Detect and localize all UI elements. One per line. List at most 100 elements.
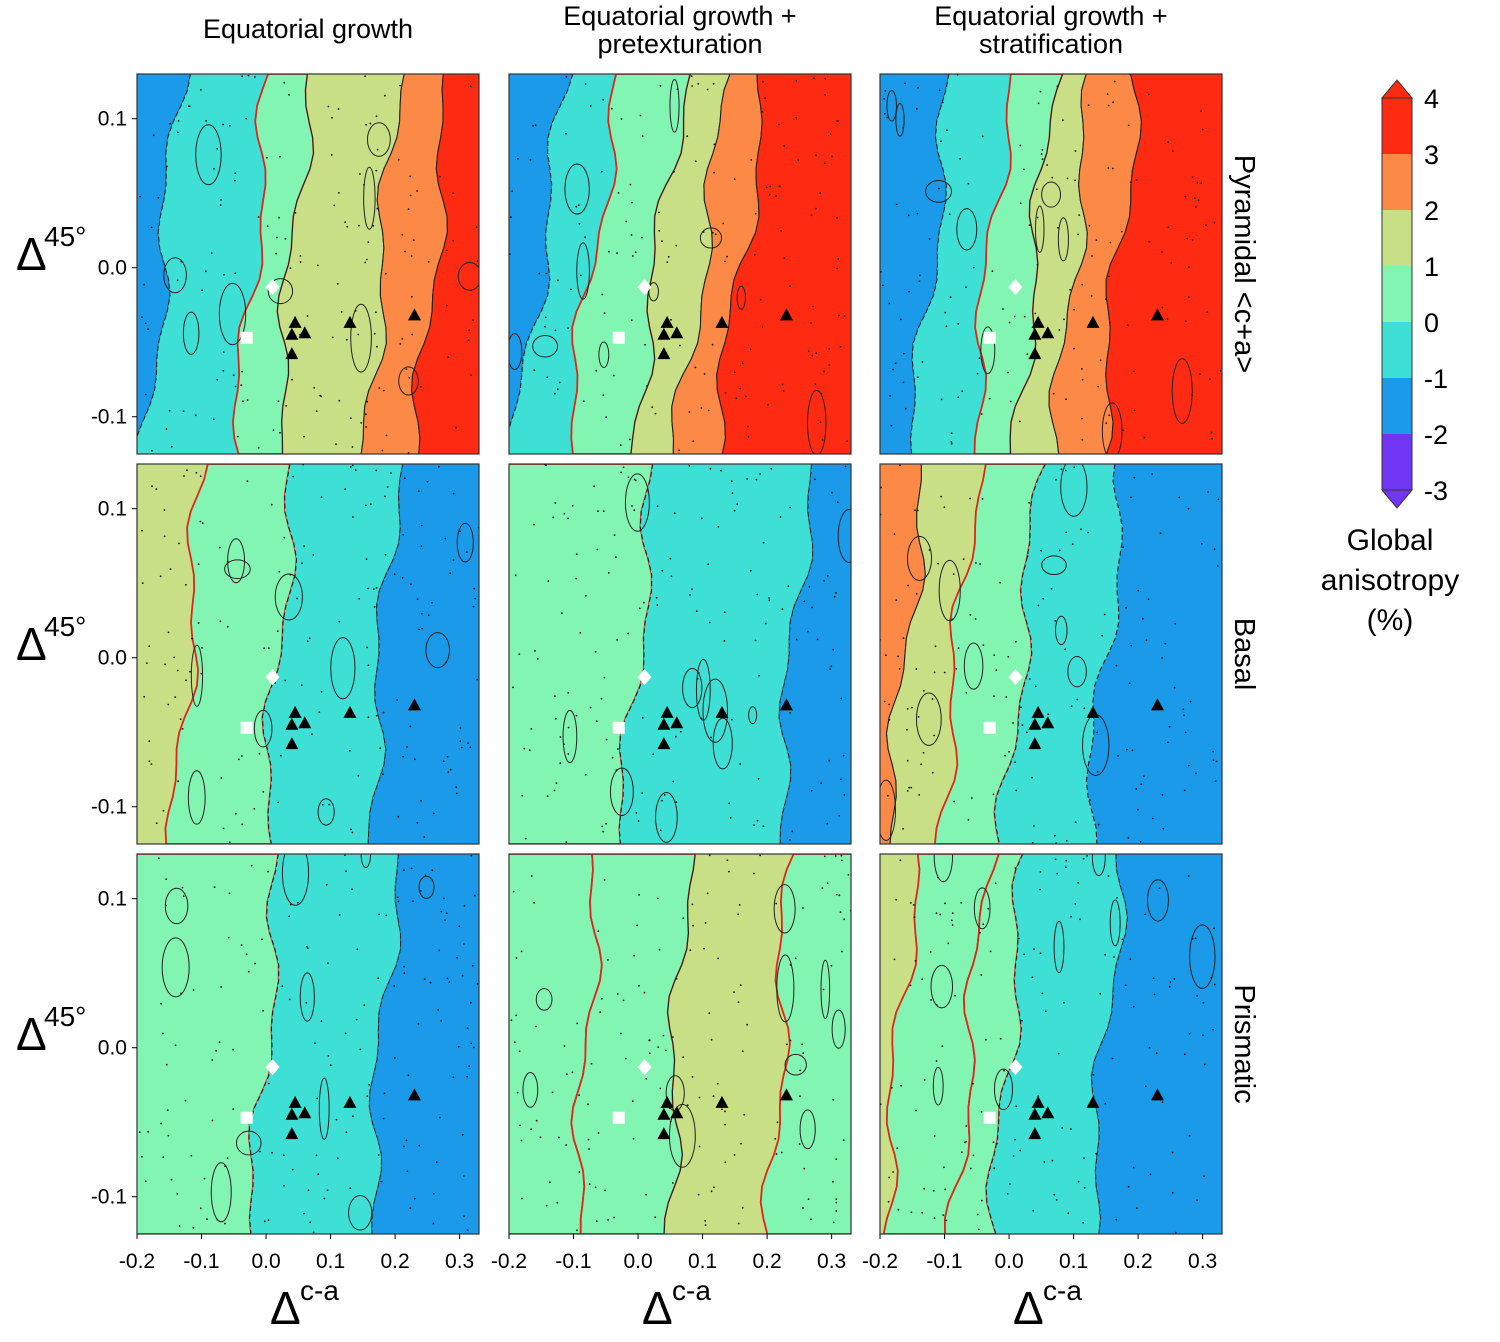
- sample-dot: [358, 597, 361, 600]
- sample-dot: [234, 172, 237, 175]
- sample-dot: [1168, 725, 1171, 728]
- panel-0-1: [509, 74, 851, 454]
- contour-band: [248, 854, 402, 1234]
- sample-dot: [141, 316, 143, 318]
- sample-dot: [595, 720, 598, 723]
- contour-island: [993, 1068, 1014, 1111]
- sample-dot: [1013, 315, 1016, 318]
- sample-dot: [988, 397, 991, 400]
- sample-dot: [282, 1154, 285, 1157]
- sample-dot: [435, 1161, 438, 1164]
- sample-dot: [375, 311, 377, 314]
- sample-dot: [708, 1012, 711, 1015]
- sample-dot: [743, 1113, 746, 1116]
- sample-dot: [291, 378, 293, 381]
- sample-dot: [815, 352, 818, 355]
- sample-dot: [320, 496, 323, 498]
- sample-dot: [733, 991, 735, 993]
- colorbar-bottom-extend: [1380, 489, 1414, 509]
- sample-dot: [1155, 1052, 1158, 1055]
- sample-dot: [921, 978, 924, 981]
- sample-dot: [179, 718, 182, 720]
- sample-dot: [1198, 373, 1201, 376]
- contour-island: [1147, 879, 1169, 922]
- sample-dot: [518, 1050, 521, 1053]
- sample-dot: [1087, 531, 1089, 534]
- sample-dot: [821, 887, 824, 889]
- sample-dot: [902, 126, 904, 129]
- sample-dot: [636, 924, 638, 927]
- sample-dot: [1212, 750, 1214, 753]
- sample-dot: [594, 1186, 597, 1189]
- sample-dot: [1111, 1057, 1114, 1060]
- sample-dot: [366, 400, 369, 403]
- sample-dot: [375, 469, 378, 472]
- sample-dot: [418, 628, 420, 631]
- sample-dot: [226, 625, 229, 628]
- sample-dot: [965, 691, 968, 694]
- sample-dot: [1056, 872, 1059, 875]
- sample-dot: [831, 491, 833, 494]
- column-title: Equatorial growth +: [934, 1, 1167, 31]
- sample-dot: [673, 512, 676, 515]
- sample-dot: [192, 989, 195, 991]
- sample-dot: [885, 654, 887, 657]
- square-marker: [983, 1111, 996, 1124]
- sample-dot: [1159, 532, 1162, 535]
- colorbar-tick-label: 2: [1424, 196, 1439, 226]
- sample-dot: [284, 237, 287, 240]
- sample-dot: [377, 1154, 380, 1156]
- sample-dot: [979, 563, 981, 565]
- sample-dot: [446, 249, 448, 252]
- sample-dot: [1005, 696, 1008, 698]
- sample-dot: [228, 841, 231, 844]
- sample-dot: [416, 598, 419, 600]
- sample-dot: [534, 124, 537, 127]
- sample-dot: [444, 537, 447, 540]
- triangle-marker: [1031, 705, 1045, 718]
- sample-dot: [1191, 394, 1194, 397]
- sample-dot: [470, 854, 473, 857]
- sample-dot: [1210, 431, 1213, 434]
- sample-dot: [654, 412, 657, 415]
- sample-dot: [367, 664, 370, 667]
- sample-dot: [600, 170, 603, 173]
- sample-dot: [365, 426, 367, 428]
- sample-dot: [1120, 230, 1123, 233]
- sample-dot: [317, 1173, 320, 1176]
- sample-dot: [420, 524, 423, 527]
- sample-dot: [602, 394, 605, 396]
- contour-island: [425, 632, 451, 669]
- sample-dot: [1184, 320, 1187, 323]
- sample-dot: [803, 1167, 806, 1170]
- sample-dot: [448, 981, 451, 983]
- sample-dot: [821, 439, 824, 441]
- sample-dot: [682, 917, 685, 919]
- sample-dot: [584, 83, 587, 85]
- sample-dot: [770, 467, 773, 470]
- sample-dot: [810, 322, 812, 324]
- sample-dot: [1087, 104, 1090, 106]
- colorbar-tick-label: 1: [1424, 252, 1439, 282]
- contour-island: [1053, 920, 1065, 974]
- sample-dot: [289, 573, 292, 576]
- sample-dot: [147, 328, 150, 330]
- sample-dot: [1151, 473, 1153, 475]
- sample-dot: [535, 1025, 538, 1028]
- sample-dot: [197, 563, 200, 565]
- y-tick-label: 0.0: [98, 1037, 127, 1060]
- sample-dot: [375, 115, 378, 118]
- sample-dot: [474, 597, 477, 600]
- sample-dot: [633, 954, 636, 957]
- column-title: stratification: [979, 29, 1123, 59]
- sample-dot: [1126, 748, 1128, 751]
- sample-dot: [823, 370, 825, 373]
- sample-dot: [556, 1201, 559, 1204]
- contour-band: [618, 464, 814, 844]
- sample-dot: [141, 529, 143, 532]
- sample-dot: [338, 914, 341, 916]
- sample-dot: [700, 407, 703, 409]
- sample-dot: [755, 478, 758, 481]
- colorbar-label: (%): [1367, 604, 1414, 637]
- sample-dot: [271, 1151, 273, 1154]
